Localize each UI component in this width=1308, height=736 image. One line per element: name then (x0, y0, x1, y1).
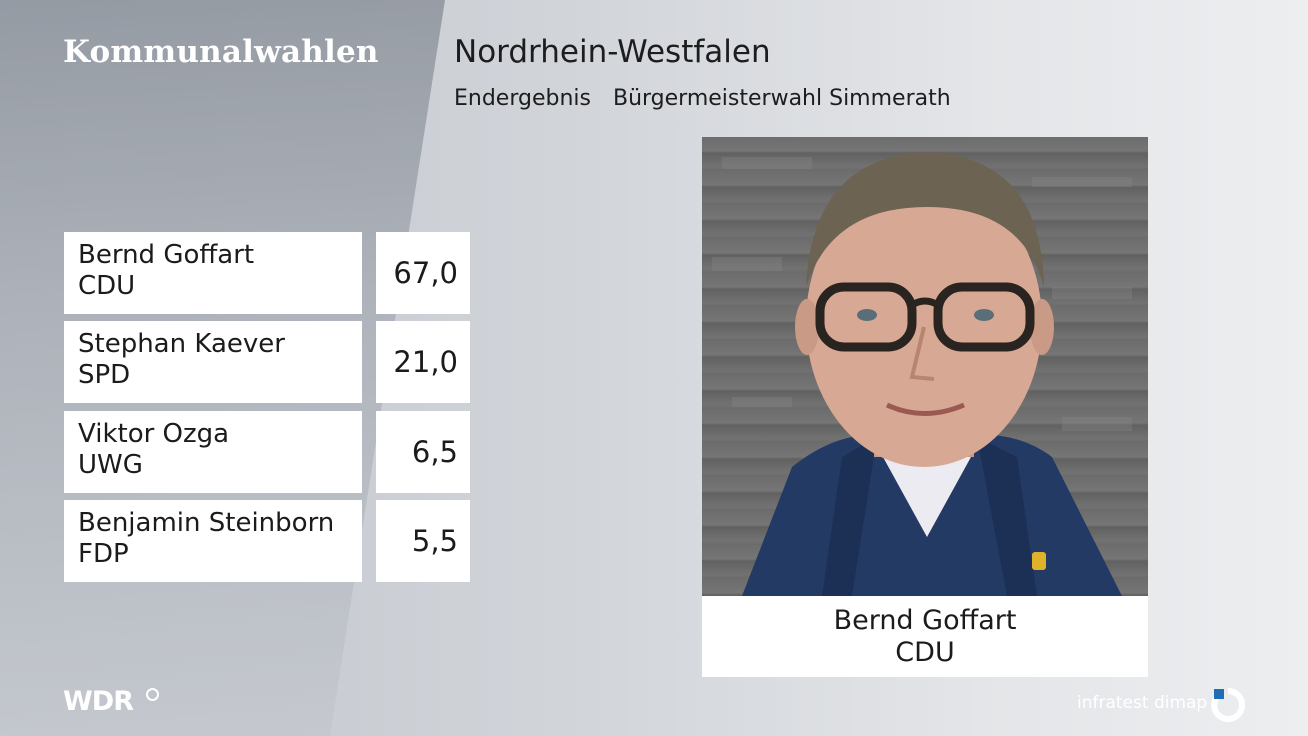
election-name: Bürgermeisterwahl Simmerath (612, 86, 951, 111)
infratest-dimap-logo-icon (1211, 688, 1245, 722)
candidate-box: Stephan Kaever SPD (64, 321, 362, 403)
candidate-name: Benjamin Steinborn (78, 508, 335, 538)
registered-circle-icon (146, 688, 159, 701)
brand-title: Kommunalwahlen (63, 34, 379, 70)
winner-photo (702, 137, 1148, 596)
result-row: Viktor Ozga UWG 6,5 (64, 411, 470, 493)
candidate-name: Stephan Kaever (78, 329, 285, 359)
winner-caption: Bernd Goffart CDU (702, 596, 1148, 677)
portrait-illustration (702, 137, 1148, 596)
result-status: Endergebnis (454, 86, 591, 111)
candidate-box: Viktor Ozga UWG (64, 411, 362, 493)
winner-name: Bernd Goffart (833, 604, 1017, 636)
subtitle: Endergebnis Bürgermeisterwahl Simmerath (454, 86, 951, 111)
result-value: 21,0 (376, 321, 470, 403)
candidate-box: Bernd Goffart CDU (64, 232, 362, 314)
result-row: Benjamin Steinborn FDP 5,5 (64, 500, 470, 582)
candidate-box: Benjamin Steinborn FDP (64, 500, 362, 582)
result-value: 5,5 (376, 500, 470, 582)
result-value: 6,5 (376, 411, 470, 493)
result-value: 67,0 (376, 232, 470, 314)
winner-party: CDU (895, 636, 955, 668)
candidate-party: CDU (78, 271, 136, 301)
candidate-name: Bernd Goffart (78, 240, 255, 270)
candidate-party: FDP (78, 539, 129, 569)
result-row: Bernd Goffart CDU 67,0 (64, 232, 470, 314)
region-title: Nordrhein-Westfalen (454, 34, 771, 70)
candidate-party: SPD (78, 360, 131, 390)
broadcaster-logo: WDR (63, 686, 134, 717)
result-row: Stephan Kaever SPD 21,0 (64, 321, 470, 403)
candidate-party: UWG (78, 450, 143, 480)
candidate-name: Viktor Ozga (78, 419, 230, 449)
pollster-logo: infratest dimap (1077, 693, 1208, 713)
